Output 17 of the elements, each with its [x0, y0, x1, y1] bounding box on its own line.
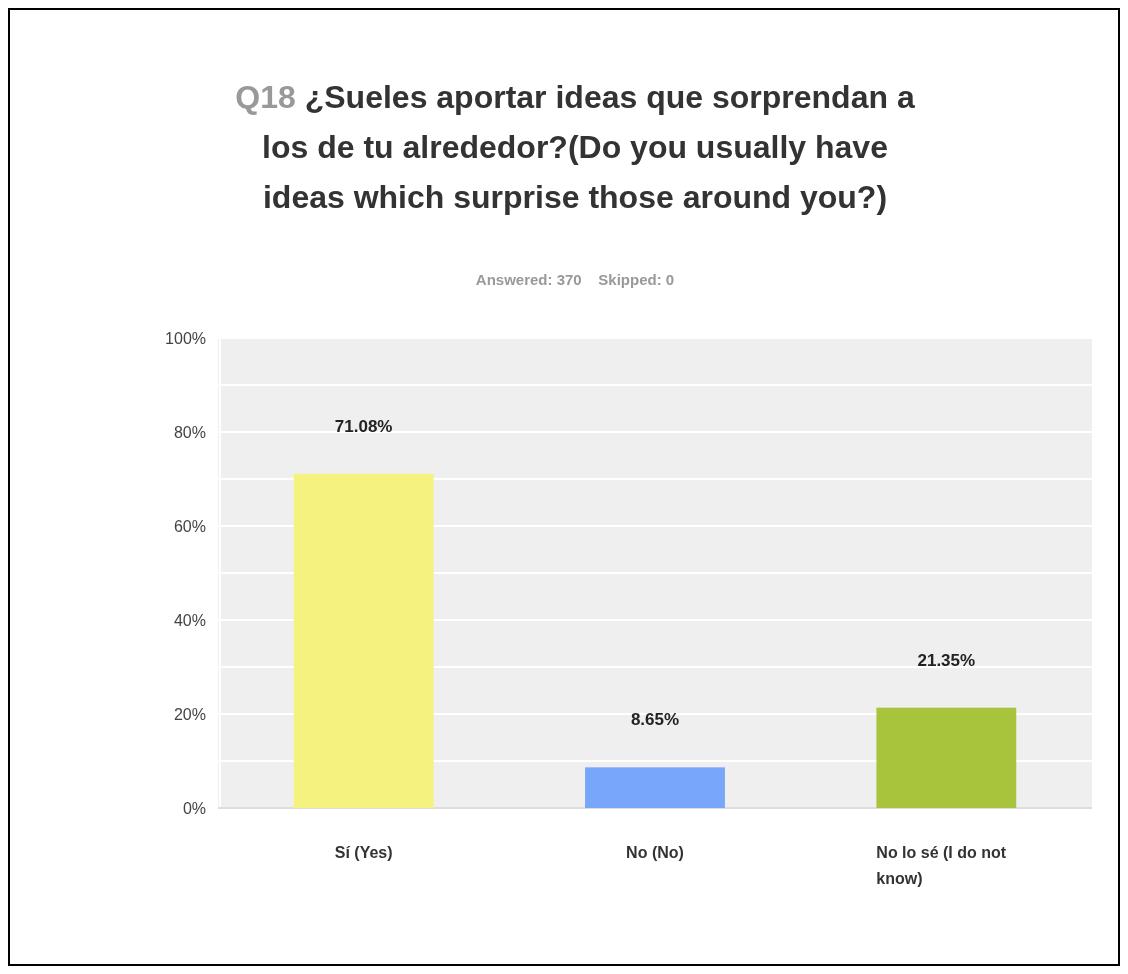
x-tick-label: Sí (Yes) [334, 844, 393, 861]
data-label: 8.65% [630, 710, 680, 730]
y-tick-label: 100% [165, 330, 206, 347]
data-label: 71.08% [334, 416, 393, 436]
bar [293, 473, 434, 808]
chart-subtitle: Answered: 370 Skipped: 0 [475, 271, 675, 288]
data-label: 21.35% [917, 650, 976, 670]
y-tick-label: 20% [173, 706, 206, 723]
x-tick-label: No lo sé (I do not know) [876, 844, 1007, 887]
chart-title: Q18 ¿Sueles aportar ideas que sorprendan a los de tu alrededor?(Do you usually have ideas which surprise those around you?) [235, 79, 915, 215]
x-tick-label: No (No) [626, 844, 684, 861]
y-tick-label: 80% [173, 424, 206, 441]
bar [585, 767, 725, 808]
bar [876, 707, 1017, 808]
y-tick-label: 0% [182, 800, 206, 817]
y-tick-label: 40% [173, 612, 206, 629]
y-tick-label: 60% [173, 518, 206, 535]
